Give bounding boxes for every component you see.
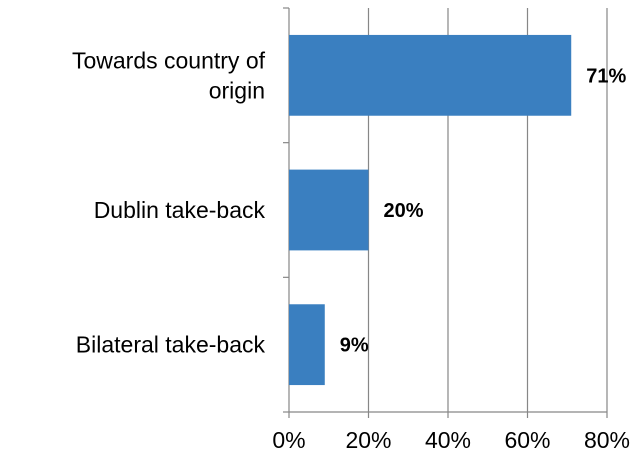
x-tick-label: 0% — [272, 427, 305, 453]
data-labels: 71% 20% 9% — [340, 65, 627, 356]
bars — [289, 34, 572, 386]
bar — [289, 34, 572, 116]
data-label: 71% — [586, 65, 626, 87]
x-tick-labels: 0% 20% 40% 60% 80% — [272, 427, 630, 453]
bar — [289, 304, 325, 386]
category-label: Towards country of origin — [72, 47, 266, 103]
category-label: Dublin take-back — [94, 197, 266, 223]
x-tick-label: 40% — [425, 427, 471, 453]
x-tick-label: 20% — [345, 427, 391, 453]
data-label: 20% — [384, 200, 424, 222]
x-tick-label: 60% — [504, 427, 550, 453]
x-tick-label: 80% — [584, 427, 630, 453]
data-label: 9% — [340, 335, 369, 357]
bar — [289, 169, 369, 251]
category-label: Bilateral take-back — [76, 332, 266, 358]
category-labels: Towards country of origin Dublin take-back… — [72, 47, 266, 357]
